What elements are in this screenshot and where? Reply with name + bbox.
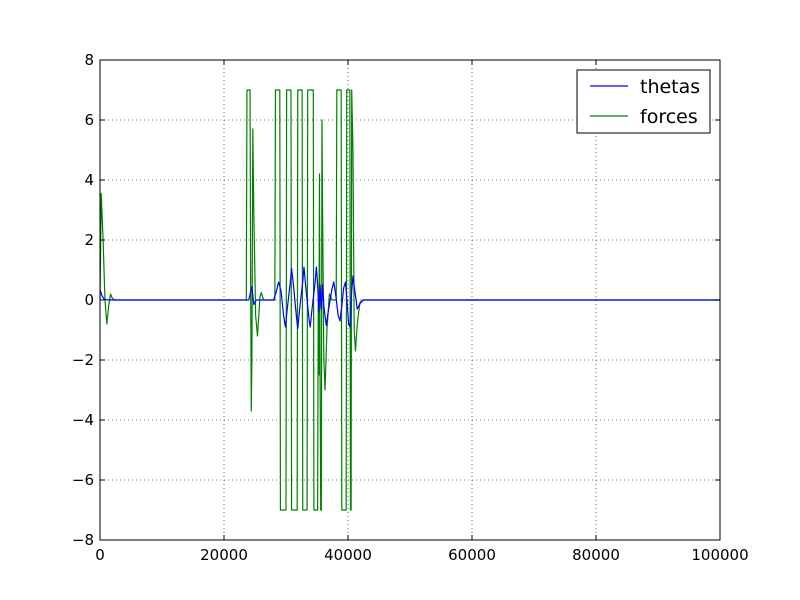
- x-axis-tick-labels: 0 20000 40000 60000 80000 100000: [95, 546, 748, 564]
- series-lines: [99, 89, 720, 511]
- x-tick-label: 60000: [448, 546, 496, 564]
- y-tick-label: −6: [72, 471, 94, 489]
- y-tick-label: 6: [84, 111, 94, 129]
- y-tick-label: 8: [84, 51, 94, 69]
- y-tick-label: −2: [72, 351, 94, 369]
- y-tick-label: −4: [72, 411, 94, 429]
- y-tick-label: −8: [72, 531, 94, 549]
- series-line-thetas: [99, 266, 720, 330]
- series-line-forces: [99, 89, 720, 511]
- legend-thetas-label: thetas: [640, 76, 700, 98]
- legend-forces-label: forces: [640, 106, 698, 128]
- x-tick-label: 80000: [572, 546, 620, 564]
- y-tick-label: 4: [84, 171, 94, 189]
- x-tick-label: 20000: [200, 546, 248, 564]
- x-tick-label: 0: [95, 546, 105, 564]
- legend-box: [576, 69, 711, 134]
- x-tick-label: 100000: [691, 546, 748, 564]
- y-tick-label: 2: [84, 231, 94, 249]
- y-axis-tick-labels: −8 −6 −4 −2 0 2 4 6 8: [72, 51, 94, 549]
- y-tick-label: 0: [84, 291, 94, 309]
- x-tick-label: 40000: [324, 546, 372, 564]
- legend: thetas forces: [576, 69, 711, 134]
- axis-ticks: [99, 59, 721, 541]
